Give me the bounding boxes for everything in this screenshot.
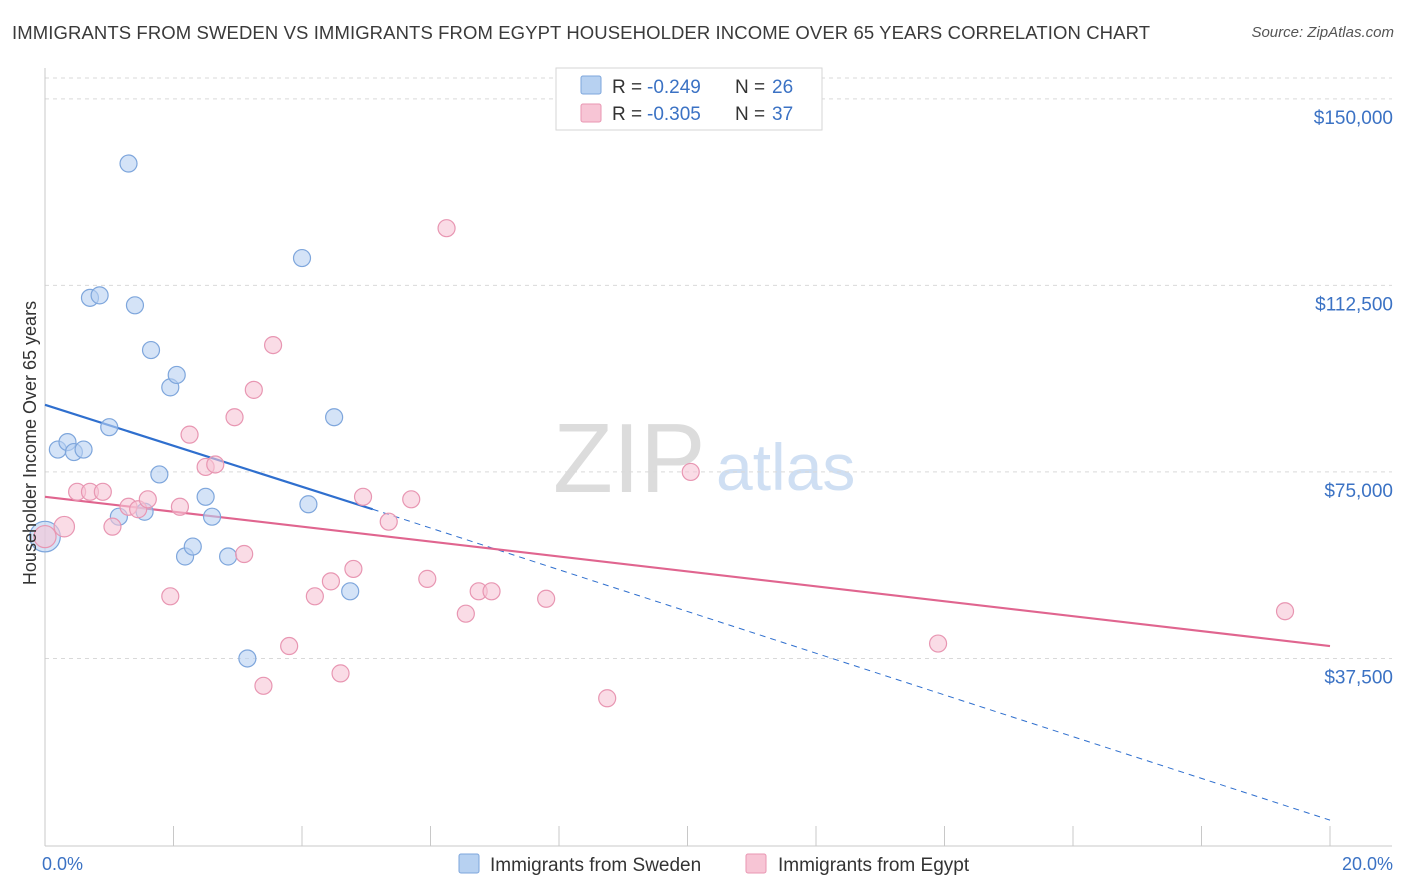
y-axis-label: Householder Income Over 65 years bbox=[20, 301, 40, 585]
legend-r-label-egypt: R = bbox=[612, 104, 642, 125]
series-legend-swatch-sweden bbox=[458, 853, 480, 874]
data-point-egypt bbox=[225, 408, 244, 427]
data-point-sweden bbox=[141, 340, 161, 360]
y-tick-label: $75,000 bbox=[1324, 481, 1393, 502]
data-points bbox=[29, 154, 1295, 708]
data-point-egypt bbox=[305, 587, 324, 606]
chart-source: Source: ZipAtlas.com bbox=[1251, 24, 1394, 41]
data-point-egypt bbox=[598, 689, 617, 708]
legend-n-value-egypt: 37 bbox=[772, 104, 793, 125]
legend-n-label-egypt: N = bbox=[735, 104, 765, 125]
chart-title: IMMIGRANTS FROM SWEDEN VS IMMIGRANTS FRO… bbox=[12, 22, 1151, 43]
data-point-egypt bbox=[437, 219, 456, 238]
y-tick-label: $37,500 bbox=[1324, 667, 1393, 688]
data-point-egypt bbox=[53, 515, 76, 538]
gridlines bbox=[45, 77, 1392, 659]
legend-swatch-egypt bbox=[580, 103, 602, 123]
data-point-egypt bbox=[331, 664, 350, 683]
data-point-egypt bbox=[33, 524, 57, 549]
data-point-egypt bbox=[280, 636, 299, 656]
data-point-sweden bbox=[202, 507, 222, 526]
data-point-sweden bbox=[292, 248, 312, 268]
x-tick-label: 20.0% bbox=[1342, 854, 1393, 874]
data-point-egypt bbox=[681, 462, 700, 482]
legend-r-value-sweden: -0.249 bbox=[647, 77, 701, 98]
trend-lines bbox=[44, 403, 1331, 821]
data-point-egypt bbox=[344, 559, 363, 579]
data-point-egypt bbox=[353, 487, 373, 506]
data-point-egypt bbox=[103, 517, 122, 536]
series-legend: Immigrants from Sweden Immigrants from E… bbox=[458, 853, 970, 876]
data-point-sweden bbox=[125, 296, 145, 315]
data-point-sweden bbox=[167, 365, 186, 385]
x-tick-labels: 0.0% 20.0% bbox=[42, 854, 1393, 874]
data-point-sweden bbox=[238, 649, 257, 668]
data-point-egypt bbox=[254, 676, 273, 695]
data-point-egypt bbox=[244, 380, 263, 399]
axes bbox=[44, 68, 1392, 847]
y-tick-label: $112,500 bbox=[1315, 294, 1393, 315]
trend-line-sweden bbox=[44, 403, 374, 511]
legend-r-label-sweden: R = bbox=[612, 77, 642, 98]
trend-line-sweden-extrapolated bbox=[372, 508, 1331, 821]
data-point-sweden bbox=[341, 582, 360, 601]
trend-line-egypt bbox=[44, 495, 1331, 648]
data-point-sweden bbox=[219, 547, 238, 566]
data-point-sweden bbox=[100, 418, 119, 437]
data-point-egypt bbox=[170, 497, 190, 516]
data-point-sweden bbox=[196, 487, 215, 506]
y-tick-labels: $37,500 $75,000 $112,500 $150,000 bbox=[1314, 108, 1393, 689]
data-point-egypt bbox=[418, 569, 437, 588]
legend-swatch-sweden bbox=[580, 75, 602, 95]
data-point-egypt bbox=[1275, 602, 1295, 621]
data-point-sweden bbox=[183, 537, 202, 556]
y-tick-label: $150,000 bbox=[1314, 108, 1393, 129]
x-tick-label: 0.0% bbox=[42, 854, 83, 874]
data-point-egypt bbox=[928, 634, 948, 653]
data-point-egypt bbox=[537, 589, 556, 608]
data-point-egypt bbox=[180, 425, 199, 444]
legend-r-value-egypt: -0.305 bbox=[647, 104, 701, 125]
data-point-sweden bbox=[119, 154, 138, 173]
data-point-sweden bbox=[74, 440, 93, 459]
data-point-sweden bbox=[90, 286, 109, 305]
data-point-egypt bbox=[482, 582, 501, 601]
legend-n-label-sweden: N = bbox=[735, 77, 765, 98]
data-point-egypt bbox=[263, 335, 283, 355]
data-point-sweden bbox=[150, 465, 169, 484]
correlation-legend: R = -0.249 N = 26 R = -0.305 N = 37 bbox=[555, 67, 823, 131]
watermark-zip: ZIP bbox=[553, 403, 705, 513]
data-point-egypt bbox=[379, 512, 398, 531]
series-legend-label-sweden: Immigrants from Sweden bbox=[490, 855, 701, 876]
data-point-egypt bbox=[161, 587, 180, 606]
data-point-egypt bbox=[138, 490, 157, 509]
legend-n-value-sweden: 26 bbox=[772, 77, 793, 98]
series-legend-label-egypt: Immigrants from Egypt bbox=[778, 855, 970, 876]
data-point-egypt bbox=[402, 490, 421, 509]
series-legend-swatch-egypt bbox=[745, 853, 767, 874]
data-point-egypt bbox=[235, 544, 254, 564]
data-point-egypt bbox=[456, 604, 475, 623]
data-point-egypt bbox=[93, 482, 112, 501]
data-point-sweden bbox=[299, 495, 318, 514]
watermark-atlas: atlas bbox=[716, 430, 855, 504]
data-point-egypt bbox=[206, 455, 225, 474]
data-point-egypt bbox=[321, 572, 341, 591]
data-point-sweden bbox=[325, 408, 344, 427]
